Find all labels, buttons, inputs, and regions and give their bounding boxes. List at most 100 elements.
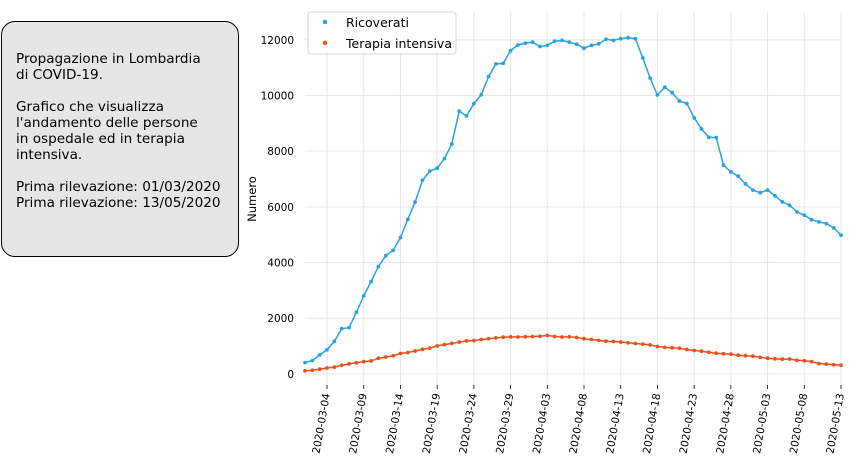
- data-point-terapia-intensiva: [633, 341, 638, 346]
- data-point-terapia-intensiva: [494, 336, 498, 340]
- data-point-terapia-intensiva: [508, 335, 513, 339]
- data-point-ricoverati: [552, 39, 557, 44]
- data-point-terapia-intensiva: [501, 335, 506, 340]
- data-point-ricoverati: [420, 178, 425, 183]
- data-point-terapia-intensiva: [405, 350, 410, 355]
- legend-frame: [307, 11, 457, 55]
- info-desc-line-3: in ospedale ed in terapia: [16, 131, 185, 147]
- data-point-ricoverati: [831, 226, 836, 230]
- info-first-date: Prima rilevazione: 01/03/2020: [16, 179, 221, 195]
- data-point-terapia-intensiva: [677, 346, 682, 351]
- data-point-ricoverati: [508, 48, 513, 53]
- data-point-terapia-intensiva: [582, 336, 586, 341]
- info-desc-line-1: Grafico che visualizza: [16, 99, 164, 115]
- data-point-terapia-intensiva: [824, 362, 829, 366]
- data-point-terapia-intensiva: [626, 340, 630, 345]
- data-point-ricoverati: [523, 41, 528, 45]
- data-point-ricoverati: [809, 217, 814, 222]
- data-point-ricoverati: [486, 74, 491, 79]
- data-point-terapia-intensiva: [317, 367, 322, 372]
- x-tick-label: 2020-03-14: [384, 392, 406, 454]
- data-point-ricoverati: [640, 56, 645, 60]
- x-tick-label: 2020-03-24: [457, 392, 479, 454]
- x-tick-label: 2020-03-04: [311, 392, 333, 454]
- data-point-ricoverati: [501, 61, 506, 66]
- data-point-ricoverati: [611, 38, 616, 43]
- data-point-ricoverati: [449, 142, 454, 146]
- data-point-terapia-intensiva: [398, 351, 403, 356]
- data-point-terapia-intensiva: [361, 359, 366, 364]
- info-last-date: Prima rilevazione: 13/05/2020: [16, 195, 221, 211]
- data-point-ricoverati: [795, 210, 799, 214]
- info-desc-line-4: intensiva.: [16, 147, 83, 163]
- legend-label-ricoverati: Ricoverati: [346, 15, 409, 30]
- data-point-terapia-intensiva: [523, 334, 528, 339]
- data-point-terapia-intensiva: [662, 345, 667, 350]
- data-point-ricoverati: [780, 200, 785, 204]
- info-title-line-1: Propagazione in Lombardia: [16, 51, 201, 67]
- series-line-ricoverati: [304, 36, 842, 364]
- data-point-terapia-intensiva: [552, 334, 557, 339]
- y-axis-label: Numero: [245, 176, 259, 222]
- data-point-terapia-intensiva: [332, 365, 337, 369]
- data-point-ricoverati: [582, 46, 586, 51]
- data-point-ricoverati: [684, 101, 689, 106]
- legend-label-terapia-intensiva: Terapia intensiva: [345, 36, 452, 51]
- data-point-ricoverati: [604, 37, 608, 42]
- data-point-terapia-intensiva: [655, 344, 660, 349]
- data-point-terapia-intensiva: [765, 356, 770, 361]
- x-tick-label: 2020-05-08: [788, 392, 810, 454]
- x-tick-label: 2020-03-29: [494, 392, 516, 454]
- data-point-ricoverati: [802, 213, 807, 218]
- data-point-ricoverati: [743, 182, 748, 186]
- data-point-ricoverati: [670, 90, 674, 95]
- data-point-ricoverati: [839, 233, 843, 238]
- data-point-terapia-intensiva: [780, 357, 785, 362]
- data-point-ricoverati: [662, 85, 667, 90]
- data-point-terapia-intensiva: [839, 363, 843, 368]
- data-point-ricoverati: [574, 42, 579, 47]
- data-point-terapia-intensiva: [795, 358, 799, 363]
- data-point-terapia-intensiva: [831, 362, 836, 367]
- data-point-terapia-intensiva: [442, 342, 447, 347]
- data-point-ricoverati: [699, 126, 704, 131]
- data-point-terapia-intensiva: [435, 344, 440, 348]
- data-point-ricoverati: [787, 203, 792, 208]
- data-point-ricoverati: [413, 200, 417, 205]
- data-point-ricoverati: [427, 169, 432, 174]
- data-point-terapia-intensiva: [449, 341, 454, 346]
- data-point-ricoverati: [310, 358, 315, 363]
- data-point-ricoverati: [692, 115, 697, 120]
- data-point-terapia-intensiva: [560, 335, 564, 339]
- data-point-terapia-intensiva: [530, 334, 535, 339]
- data-point-ricoverati: [626, 35, 630, 40]
- data-point-ricoverati: [516, 43, 520, 47]
- legend-marker-ricoverati: [322, 19, 328, 25]
- x-tick-label: 2020-03-09: [347, 392, 369, 454]
- data-point-terapia-intensiva: [427, 346, 432, 350]
- data-point-terapia-intensiva: [604, 339, 608, 344]
- data-point-ricoverati: [721, 163, 726, 168]
- data-point-terapia-intensiva: [457, 340, 462, 344]
- series-terapia-intensiva: [303, 333, 843, 373]
- data-point-ricoverati: [494, 62, 498, 66]
- data-point-terapia-intensiva: [817, 361, 821, 366]
- data-point-terapia-intensiva: [347, 362, 351, 366]
- y-tick-label: 6000: [267, 202, 294, 214]
- data-point-ricoverati: [824, 221, 829, 226]
- data-point-terapia-intensiva: [618, 340, 623, 344]
- data-point-ricoverati: [714, 135, 719, 140]
- data-point-ricoverati: [442, 156, 447, 161]
- data-point-ricoverati: [765, 188, 770, 193]
- data-point-ricoverati: [303, 360, 307, 365]
- data-point-terapia-intensiva: [714, 351, 719, 356]
- data-point-ricoverati: [391, 248, 395, 253]
- data-point-ricoverati: [736, 174, 741, 179]
- legend: Ricoverati Terapia intensiva: [307, 11, 457, 55]
- chart-series: [303, 35, 843, 373]
- x-tick-label: 2020-04-03: [531, 392, 553, 454]
- data-point-terapia-intensiva: [596, 338, 601, 343]
- data-point-ricoverati: [538, 44, 542, 49]
- data-point-terapia-intensiva: [303, 369, 307, 373]
- data-point-ricoverati: [560, 38, 564, 43]
